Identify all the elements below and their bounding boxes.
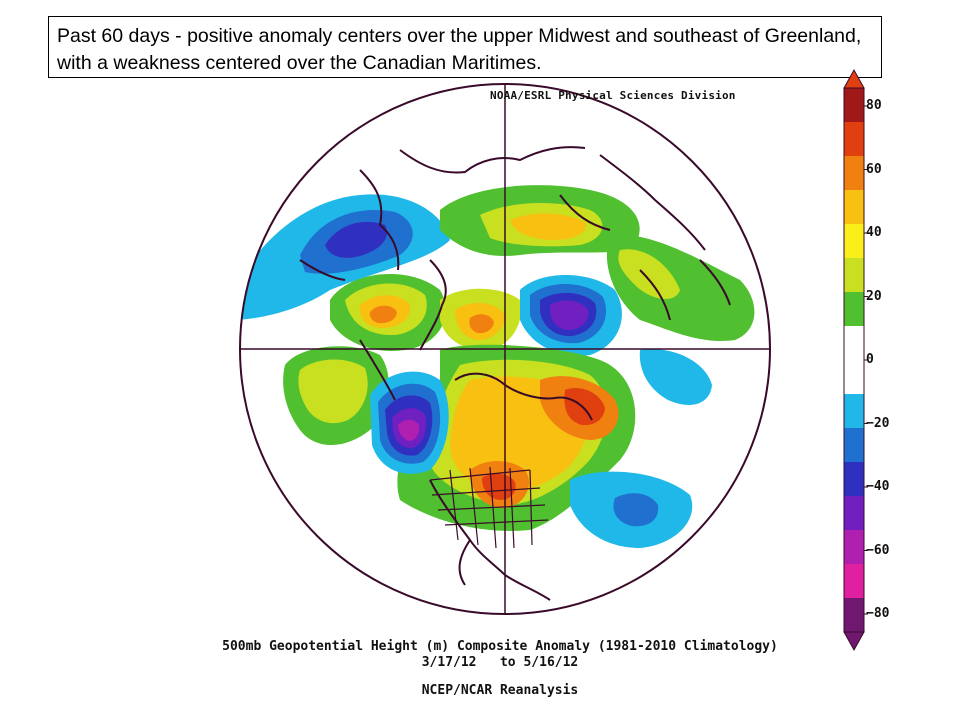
colorbar-segment xyxy=(844,326,864,361)
colorbar-segment xyxy=(844,156,864,191)
colorbar-bottom-arrow xyxy=(843,631,865,652)
colorbar-top-arrow xyxy=(843,68,865,89)
positive-anomaly-bering xyxy=(330,273,446,351)
colorbar-segment xyxy=(844,564,864,599)
colorbar-segment xyxy=(844,360,864,395)
colorbar-tick-label: 60 xyxy=(866,161,882,177)
caption-box: Past 60 days - positive anomaly centers … xyxy=(48,16,882,78)
colorbar-tick-label: 0 xyxy=(866,352,874,367)
colorbar-tick-label: 80 xyxy=(866,98,882,113)
colorbar-segment xyxy=(844,496,864,531)
colorbar-tick-label: −20 xyxy=(866,415,890,431)
colorbar-segment xyxy=(844,428,864,463)
positive-anomaly-central-pacific xyxy=(283,346,389,445)
negative-anomaly-west-europe xyxy=(639,349,712,405)
colorbar-segment xyxy=(844,462,864,497)
colorbar-segment xyxy=(844,530,864,565)
map-title: 500mb Geopotential Height (m) Composite … xyxy=(222,639,778,654)
negative-anomaly-east-pacific xyxy=(370,371,449,474)
colorbar-segment xyxy=(844,224,864,259)
colorbar-tick-label: −80 xyxy=(866,606,890,621)
map-source: NCEP/NCAR Reanalysis xyxy=(421,683,579,698)
negative-anomaly-maritimes xyxy=(520,275,622,356)
coastlines xyxy=(299,146,731,601)
colorbar-segment xyxy=(844,190,864,225)
colorbar-tick-label: 40 xyxy=(866,225,882,240)
positive-anomaly-europe xyxy=(606,234,755,341)
colorbar-segment xyxy=(844,258,864,293)
colorbar-tick-label: 20 xyxy=(866,288,882,304)
negative-anomaly-north-pacific xyxy=(240,194,450,320)
positive-anomaly-north-canada xyxy=(440,288,521,351)
us-state-grid xyxy=(429,466,549,549)
colorbar-tick-label: −60 xyxy=(866,542,890,558)
anomaly-fields xyxy=(240,146,755,601)
negative-anomaly-atlantic xyxy=(570,471,693,548)
colorbar-segment xyxy=(844,292,864,327)
map-credit: NOAA/ESRL Physical Sciences Division xyxy=(490,89,736,102)
colorbar xyxy=(843,68,868,652)
map-date-range: 3/17/12 to 5/16/12 xyxy=(421,655,579,670)
colorbar-segment xyxy=(844,394,864,429)
colorbar-tick-label: −40 xyxy=(866,479,890,494)
colorbar-segment xyxy=(844,88,864,123)
colorbar-segment xyxy=(844,598,864,633)
colorbar-segment xyxy=(844,122,864,157)
positive-anomaly-arctic xyxy=(440,185,640,256)
caption-text: Past 60 days - positive anomaly centers … xyxy=(57,25,862,74)
